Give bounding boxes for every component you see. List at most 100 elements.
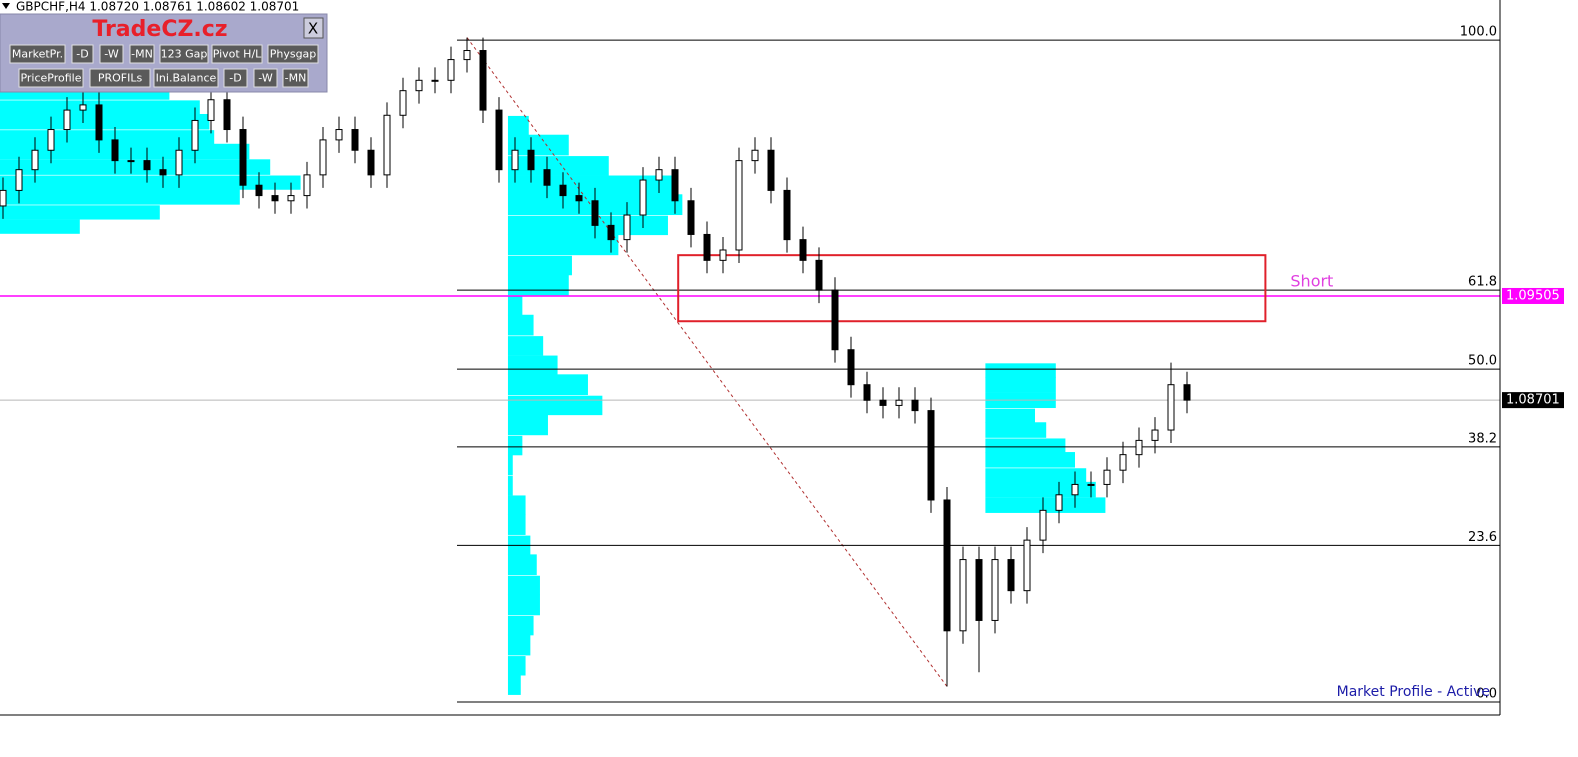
candle-body — [1119, 454, 1127, 471]
button-bg[interactable] — [223, 68, 248, 88]
profile-bar — [507, 175, 673, 195]
button-label[interactable]: -MN — [285, 72, 307, 85]
profile-bar — [507, 355, 558, 375]
button-label[interactable]: -D — [229, 72, 241, 85]
button-label[interactable]: PROFILs — [98, 72, 143, 85]
title-arrow — [2, 3, 10, 9]
candle-body — [895, 399, 903, 406]
profile-bar — [0, 189, 240, 205]
button-bg[interactable] — [153, 68, 219, 88]
panel-button[interactable]: 123 Gap — [159, 44, 209, 64]
button-label[interactable]: 123 Gap — [161, 48, 208, 61]
panel-button[interactable]: -D — [223, 68, 248, 88]
panel-button[interactable]: Pivot H/L — [211, 44, 263, 64]
profile-bar — [985, 363, 1056, 378]
candle-body — [1135, 439, 1143, 456]
candle-body — [959, 559, 967, 632]
candle-body — [303, 174, 311, 197]
candle-body — [719, 249, 727, 261]
button-bg[interactable] — [99, 44, 124, 64]
candle-body — [703, 233, 711, 261]
zone-label: Short — [1290, 272, 1333, 291]
candle-body — [879, 399, 887, 406]
last-price-label: 1.08701 — [1506, 393, 1560, 408]
fib-label: 50.0 — [1468, 354, 1497, 369]
profile-bar — [507, 374, 588, 396]
button-bg[interactable] — [282, 68, 309, 88]
profile-bar — [507, 554, 537, 576]
candle-body — [31, 149, 39, 171]
candle-body — [655, 169, 663, 181]
candle-body — [607, 224, 615, 241]
profile-bar — [507, 314, 534, 336]
button-bg[interactable] — [267, 44, 319, 64]
panel-button[interactable]: Physgap — [267, 44, 319, 64]
candle-body — [255, 184, 263, 197]
profile-bar — [507, 514, 526, 535]
button-bg[interactable] — [71, 44, 94, 64]
button-bg[interactable] — [253, 68, 278, 88]
candle-body — [543, 169, 551, 186]
candle-body — [735, 160, 743, 251]
profile-bar — [507, 656, 526, 676]
candle-body — [191, 119, 199, 151]
button-bg[interactable] — [129, 44, 155, 64]
candle-body — [239, 129, 247, 186]
close-label[interactable]: X — [308, 20, 318, 38]
panel-button[interactable]: Ini.Balance — [153, 68, 219, 88]
profile-bar — [985, 481, 1096, 498]
profile-bar — [507, 615, 534, 636]
candle-body — [591, 200, 599, 226]
candle-body — [159, 169, 167, 176]
profile-bar — [0, 205, 160, 220]
panel-button[interactable]: PriceProfile — [18, 68, 84, 88]
axis: 1.09505 1.08701 — [0, 0, 1564, 716]
button-label[interactable]: -MN — [131, 48, 153, 61]
candle-body — [975, 559, 983, 621]
button-bg[interactable] — [211, 44, 263, 64]
candle-body — [1007, 559, 1015, 592]
candle-body — [207, 99, 215, 121]
panel-button[interactable]: MarketPr. — [9, 44, 66, 64]
panel-button[interactable]: -MN — [129, 44, 155, 64]
candle-body — [1055, 494, 1063, 511]
button-label[interactable]: -W — [258, 72, 273, 85]
button-label[interactable]: Ini.Balance — [156, 72, 217, 85]
button-label[interactable]: MarketPr. — [12, 48, 63, 61]
candle-body — [47, 129, 55, 151]
profile-bar — [507, 336, 544, 356]
button-label[interactable]: PriceProfile — [20, 72, 81, 85]
candle-body — [95, 104, 103, 141]
profile-bar — [507, 134, 569, 156]
candle-body — [1183, 384, 1191, 401]
candle-body — [1151, 429, 1159, 441]
button-label[interactable]: -D — [76, 48, 88, 61]
button-label[interactable]: Pivot H/L — [213, 48, 262, 61]
button-label[interactable]: Physgap — [270, 48, 317, 61]
button-bg[interactable] — [89, 68, 151, 88]
panel-title: TradeCZ.cz — [92, 17, 227, 42]
candle-body — [143, 160, 151, 171]
profile-bar — [507, 675, 521, 695]
status-text: Market Profile - Active — [1337, 684, 1490, 700]
profiles — [0, 84, 1106, 695]
button-bg[interactable] — [9, 44, 66, 64]
candle-body — [831, 289, 839, 351]
close-button[interactable] — [303, 17, 324, 39]
last-price-box — [1502, 392, 1564, 409]
button-label[interactable]: -W — [104, 48, 119, 61]
panel-button[interactable]: -W — [253, 68, 278, 88]
button-bg[interactable] — [18, 68, 84, 88]
panel-button[interactable]: -D — [71, 44, 94, 64]
panel-button[interactable]: -W — [99, 44, 124, 64]
candle-body — [1103, 469, 1111, 485]
candle-body — [943, 499, 951, 632]
fib-label: 100.0 — [1460, 25, 1497, 40]
panel-button[interactable]: PROFILs — [89, 68, 151, 88]
candle-body — [911, 399, 919, 412]
candle-body — [575, 195, 583, 202]
button-bg[interactable] — [159, 44, 209, 64]
panel-button[interactable]: -MN — [282, 68, 309, 88]
